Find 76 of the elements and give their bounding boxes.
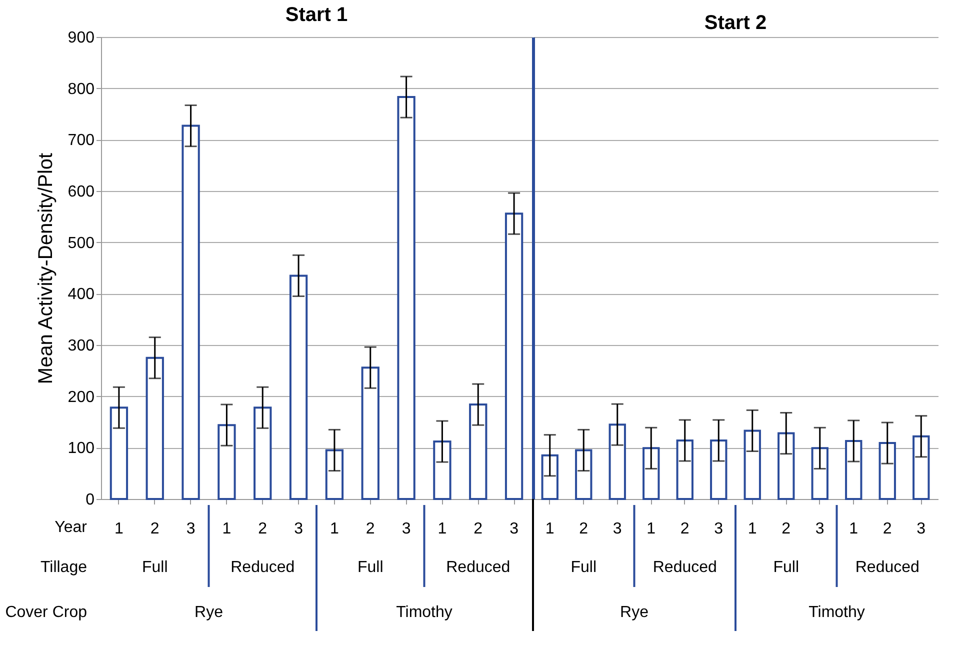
text: Full bbox=[142, 559, 168, 576]
x-tick-label: 1 bbox=[545, 520, 554, 538]
y-tick-label: 200 bbox=[68, 388, 95, 406]
bar bbox=[361, 366, 380, 500]
bar bbox=[469, 404, 488, 500]
x-tick-label: 3 bbox=[294, 520, 304, 538]
text: Rye bbox=[194, 604, 224, 621]
bar bbox=[642, 447, 660, 500]
text: Tillage bbox=[40, 559, 88, 576]
x-tick-label: 3 bbox=[714, 520, 724, 538]
chart-title: Start 2 bbox=[704, 12, 767, 34]
bar bbox=[146, 356, 164, 500]
x-tick-label: 3 bbox=[815, 520, 824, 538]
x-tick-label: 1 bbox=[438, 520, 447, 538]
bar bbox=[608, 424, 626, 500]
text: Year bbox=[54, 519, 88, 536]
text: Reduced bbox=[855, 559, 920, 576]
text: Cover Crop bbox=[5, 604, 88, 621]
x-tick-label: 3 bbox=[186, 520, 196, 538]
text: Full bbox=[570, 559, 597, 576]
bar bbox=[575, 449, 592, 500]
chart-title: Start 1 bbox=[285, 4, 348, 26]
x-tick-label: 3 bbox=[510, 520, 519, 538]
bar bbox=[325, 449, 344, 500]
bar bbox=[541, 454, 558, 500]
bar bbox=[433, 440, 452, 500]
bar bbox=[218, 424, 236, 500]
y-tick-label: 100 bbox=[68, 440, 95, 458]
bar bbox=[289, 274, 308, 500]
y-axis-title: Mean Activity-Density/Plot bbox=[34, 152, 57, 384]
text: Full bbox=[773, 559, 800, 576]
x-tick-label: 2 bbox=[579, 520, 588, 538]
bar bbox=[110, 406, 128, 500]
y-tick-label: 0 bbox=[86, 492, 95, 508]
x-tick-label: 1 bbox=[330, 520, 340, 538]
x-tick-label: 2 bbox=[366, 520, 375, 538]
text: Reduced bbox=[230, 559, 295, 576]
text: Full bbox=[357, 559, 384, 576]
bar bbox=[182, 124, 200, 500]
x-tick-label: 1 bbox=[646, 520, 656, 538]
bar bbox=[744, 430, 761, 500]
text: Reduced bbox=[652, 559, 717, 576]
bar bbox=[676, 439, 694, 500]
y-tick-label: 300 bbox=[68, 338, 95, 354]
text: Rye bbox=[620, 604, 649, 621]
bar bbox=[878, 442, 896, 500]
x-tick-label: 2 bbox=[258, 520, 268, 538]
x-tick-label: 1 bbox=[222, 520, 232, 538]
y-tick-label: 800 bbox=[68, 80, 95, 98]
bar bbox=[912, 435, 930, 500]
bar bbox=[845, 440, 862, 500]
y-tick-label: 500 bbox=[68, 234, 95, 252]
y-tick-label: 600 bbox=[68, 184, 95, 200]
x-tick-label: 3 bbox=[612, 520, 622, 538]
x-tick-label: 1 bbox=[748, 520, 757, 538]
x-tick-label: 1 bbox=[849, 520, 858, 538]
bar bbox=[710, 439, 728, 500]
x-tick-label: 2 bbox=[782, 520, 791, 538]
x-tick-label: 2 bbox=[680, 520, 690, 538]
bar bbox=[397, 96, 416, 500]
text: Timothy bbox=[396, 604, 452, 621]
x-tick-label: 2 bbox=[150, 520, 160, 538]
y-tick-label: 400 bbox=[68, 286, 95, 304]
y-tick-label: 900 bbox=[68, 30, 95, 46]
x-tick-label: 3 bbox=[916, 520, 926, 538]
y-tick-label: 700 bbox=[68, 132, 95, 150]
x-tick-label: 1 bbox=[114, 520, 124, 538]
text: Timothy bbox=[808, 604, 865, 621]
bar bbox=[811, 447, 828, 500]
bar bbox=[778, 432, 795, 500]
x-tick-label: 2 bbox=[882, 520, 892, 538]
bar bbox=[254, 406, 272, 500]
bar bbox=[504, 212, 524, 500]
x-tick-label: 3 bbox=[402, 520, 411, 538]
x-tick-label: 2 bbox=[474, 520, 483, 538]
text: Reduced bbox=[446, 559, 510, 576]
